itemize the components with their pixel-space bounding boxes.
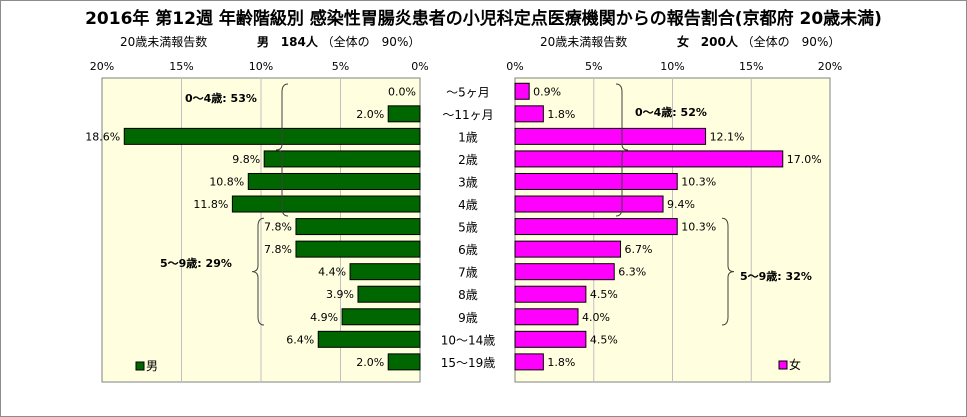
female-data-label: 9.4% [667, 198, 695, 211]
right-tick-label: 20% [818, 60, 842, 73]
female-bar [514, 330, 587, 348]
right-header-ratio: （全体の 90%） [741, 35, 841, 49]
female-data-label: 12.1% [710, 130, 745, 143]
category-label: ～11ヶ月 [442, 108, 493, 122]
right-tick-label: 15% [739, 60, 763, 73]
male-bar [357, 285, 421, 303]
right-header-count: 200人 [700, 35, 738, 49]
male-data-label: 2.0% [356, 108, 384, 121]
male-legend-label: 男 [146, 359, 158, 373]
left-header-count: 184人 [280, 35, 318, 49]
male-data-label: 0.0% [388, 85, 416, 98]
female-data-label: 17.0% [787, 153, 822, 166]
left-header-label: 20歳未満報告数 [120, 35, 208, 49]
category-label: 3歳 [458, 175, 478, 189]
male-bar [295, 218, 421, 236]
male-bar [231, 195, 421, 213]
left-brace-0-4 [275, 83, 289, 217]
male-bar [295, 240, 421, 258]
male-data-label: 6.4% [286, 333, 314, 346]
female-bar [514, 240, 622, 258]
right-tick-label: 5% [585, 60, 602, 73]
female-bar [514, 218, 678, 236]
female-legend-label: 女 [789, 357, 801, 372]
category-label: 5歳 [458, 221, 478, 235]
left-tick-label: 0% [411, 60, 428, 73]
female-bar [514, 105, 544, 123]
female-bar [514, 285, 587, 303]
category-label: 2歳 [458, 153, 478, 167]
right-tick-label: 10% [660, 60, 684, 73]
category-label: ～5ヶ月 [446, 85, 490, 99]
female-bar [514, 263, 615, 281]
female-data-label: 0.9% [533, 85, 561, 98]
male-data-label: 4.4% [318, 266, 346, 279]
male-data-label: 9.8% [232, 153, 260, 166]
left-brace-5-9 [251, 217, 265, 326]
male-bar [123, 127, 421, 145]
category-label: 6歳 [458, 243, 478, 257]
female-bar [514, 82, 530, 100]
female-data-label: 4.5% [590, 288, 618, 301]
female-bar [514, 195, 664, 213]
left-tick-label: 20% [90, 60, 114, 73]
female-bar [514, 353, 544, 371]
category-label: 10～14歳 [441, 333, 496, 347]
female-bar [514, 127, 707, 145]
left-tick-label: 15% [169, 60, 193, 73]
category-label: 15～19歳 [441, 356, 496, 370]
male-data-label: 2.0% [356, 356, 384, 369]
female-legend-swatch [778, 360, 788, 370]
male-bar [349, 263, 421, 281]
female-bar [514, 172, 678, 190]
male-data-label: 7.8% [264, 221, 292, 234]
left-group-label-0-4: 0～4歳: 53% [185, 91, 257, 105]
male-legend-swatch [135, 361, 145, 371]
male-data-label: 11.8% [193, 198, 228, 211]
female-data-label: 6.7% [625, 243, 653, 256]
left-header-sex: 男 [256, 35, 269, 49]
male-data-label: 7.8% [264, 243, 292, 256]
left-group-label-5-9: 5～9歳: 29% [160, 256, 232, 270]
male-bar [263, 150, 421, 168]
right-group-label-5-9: 5～9歳: 32% [740, 269, 812, 283]
left-tick-label: 10% [249, 60, 273, 73]
female-data-label: 4.0% [582, 311, 610, 324]
right-header: 20歳未満報告数 女 200人 （全体の 90%） [540, 33, 840, 50]
female-bar [514, 150, 784, 168]
female-bar [514, 308, 579, 326]
male-data-label: 4.9% [310, 311, 338, 324]
right-header-sex: 女 [676, 35, 689, 49]
male-bar [387, 353, 421, 371]
category-label: 9歳 [458, 311, 478, 325]
male-bar [247, 172, 421, 190]
right-group-label-0-4: 0～4歳: 52% [635, 105, 707, 119]
category-label: 8歳 [458, 288, 478, 302]
right-tick-label: 0% [506, 60, 523, 73]
female-data-label: 10.3% [681, 221, 716, 234]
male-bar [341, 308, 421, 326]
category-label: 1歳 [458, 130, 478, 144]
female-data-label: 1.8% [547, 108, 575, 121]
male-bar [387, 105, 421, 123]
male-bar [317, 330, 421, 348]
right-brace-5-9 [721, 217, 735, 326]
left-header-ratio: （全体の 90%） [321, 35, 421, 49]
category-label: 7歳 [458, 266, 478, 280]
right-brace-0-4 [615, 83, 629, 217]
left-header: 20歳未満報告数 男 184人 （全体の 90%） [120, 33, 420, 50]
female-data-label: 4.5% [590, 333, 618, 346]
category-label: 4歳 [458, 198, 478, 212]
chart-title: 2016年 第12週 年齢階級別 感染性胃腸炎患者の小児科定点医療機関からの報告… [85, 9, 882, 29]
female-data-label: 10.3% [681, 175, 716, 188]
male-data-label: 3.9% [326, 288, 354, 301]
female-data-label: 6.3% [618, 266, 646, 279]
right-header-label: 20歳未満報告数 [540, 35, 628, 49]
female-data-label: 1.8% [547, 356, 575, 369]
male-data-label: 18.6% [85, 130, 120, 143]
male-data-label: 10.8% [209, 175, 244, 188]
left-tick-label: 5% [332, 60, 349, 73]
